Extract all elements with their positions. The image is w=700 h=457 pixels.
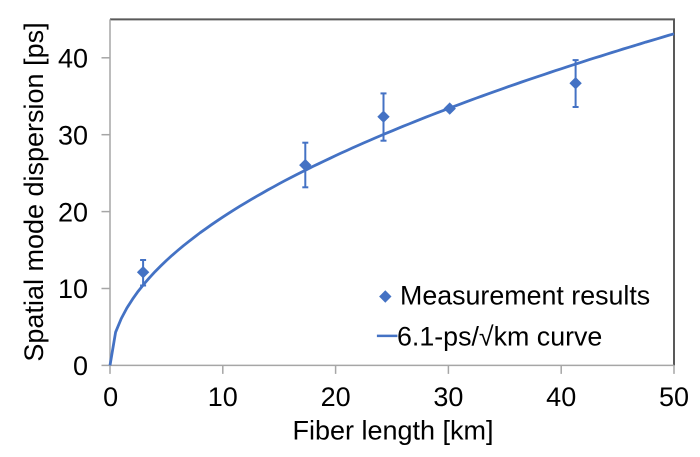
svg-text:40: 40: [546, 382, 576, 412]
svg-text:6.1-ps/√km curve: 6.1-ps/√km curve: [397, 321, 602, 351]
svg-text:40: 40: [58, 44, 88, 74]
svg-text:10: 10: [208, 382, 238, 412]
svg-text:0: 0: [103, 382, 118, 412]
svg-text:30: 30: [58, 120, 88, 150]
svg-text:30: 30: [433, 382, 463, 412]
svg-text:20: 20: [321, 382, 351, 412]
svg-text:50: 50: [659, 382, 689, 412]
svg-text:0: 0: [73, 351, 88, 381]
svg-text:10: 10: [58, 274, 88, 304]
svg-text:Fiber length [km]: Fiber length [km]: [292, 416, 493, 446]
svg-text:20: 20: [58, 197, 88, 227]
svg-text:Spatial mode dispersion [ps]: Spatial mode dispersion [ps]: [19, 22, 49, 361]
svg-text:Measurement results: Measurement results: [400, 281, 650, 311]
